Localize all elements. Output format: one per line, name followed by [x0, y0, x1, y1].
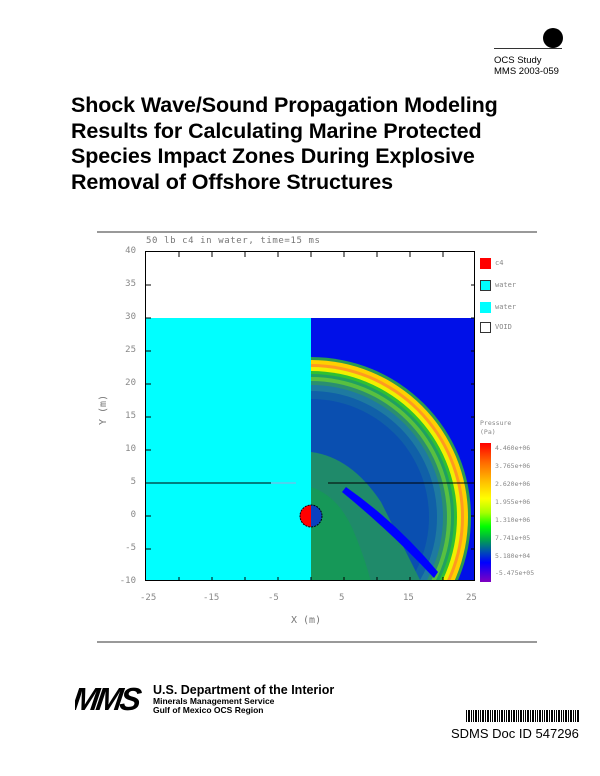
colorbar-label: 7.741e+05	[495, 534, 531, 542]
legend-label: water	[495, 303, 517, 311]
y-tick-label: 10	[125, 444, 136, 454]
legend-swatch	[480, 322, 491, 333]
black-dot-mark	[543, 28, 563, 48]
y-tick-label: -10	[119, 576, 136, 586]
y-tick-label: 0	[130, 510, 136, 520]
title-line: Species Impact Zones During Explosive	[71, 144, 475, 168]
x-tick-label: 15	[403, 593, 414, 603]
x-tick-label: -25	[140, 593, 157, 603]
agency-department: U.S. Department of the Interior	[153, 683, 335, 697]
y-tick-label: 30	[125, 312, 136, 322]
agency-region: Gulf of Mexico OCS Region	[153, 705, 264, 715]
y-axis-label: Y (m)	[98, 394, 109, 425]
barcode-icon	[466, 710, 579, 722]
document-id: SDMS Doc ID 547296	[451, 726, 579, 741]
report-title: Shock Wave/Sound Propagation Modeling Re…	[71, 93, 551, 195]
colorbar-label: 3.765e+06	[495, 462, 531, 470]
colorbar-label: -5.475e+05	[495, 569, 535, 577]
header-rule	[494, 48, 562, 49]
legend-label: water	[495, 281, 517, 289]
pressure-field	[146, 252, 474, 580]
y-tick-label: 20	[125, 378, 136, 388]
x-tick-label: 25	[466, 593, 477, 603]
legend-label: c4	[495, 259, 504, 267]
agency-service: Minerals Management Service	[153, 696, 275, 706]
colorbar-title-line: Pressure	[480, 419, 512, 427]
colorbar-label: 2.620e+06	[495, 480, 531, 488]
mms-logo-icon: MMS	[75, 683, 144, 713]
y-tick-label: -5	[125, 543, 136, 553]
y-tick-label: 5	[130, 477, 136, 487]
colorbar-label: 1.310e+06	[495, 516, 531, 524]
colorbar-label: 5.180e+04	[495, 552, 531, 560]
legend-label: VOID	[495, 323, 512, 331]
x-tick-label: 5	[339, 593, 345, 603]
y-tick-label: 15	[125, 411, 136, 421]
colorbar-label: 4.460e+06	[495, 444, 531, 452]
figure-title: 50 lb c4 in water, time=15 ms	[146, 236, 321, 246]
pressure-colorbar	[480, 443, 491, 582]
colorbar-units: (Pa)	[480, 428, 496, 436]
colorbar-title: Pressure (Pa)	[480, 419, 511, 437]
x-tick-label: -15	[203, 593, 220, 603]
title-line: Removal of Offshore Structures	[71, 169, 393, 194]
agency-block: U.S. Department of the Interior Minerals…	[153, 684, 334, 715]
study-label: OCS Study	[494, 55, 542, 66]
x-tick-label: -5	[268, 593, 279, 603]
y-tick-label: 40	[125, 246, 136, 256]
study-id: OCS Study MMS 2003-059	[494, 55, 559, 77]
y-tick-label: 25	[125, 345, 136, 355]
legend-item-c4: c4	[480, 258, 540, 270]
title-line: Shock Wave/Sound Propagation Modeling	[71, 93, 498, 117]
legend-swatch	[480, 302, 491, 313]
study-number: MMS 2003-059	[494, 66, 559, 77]
legend-item-void: VOID	[480, 322, 540, 334]
legend-item-water: water	[480, 280, 540, 292]
y-tick-label: 35	[125, 279, 136, 289]
title-line: Results for Calculating Marine Protected	[71, 118, 482, 143]
legend-item-water-2: water	[480, 302, 540, 314]
x-axis-label: X (m)	[291, 615, 322, 626]
simulation-plot	[145, 251, 475, 581]
svg-text:MMS: MMS	[75, 683, 144, 713]
legend-swatch	[480, 258, 491, 269]
legend-swatch	[480, 280, 491, 291]
colorbar-label: 1.955e+06	[495, 498, 531, 506]
